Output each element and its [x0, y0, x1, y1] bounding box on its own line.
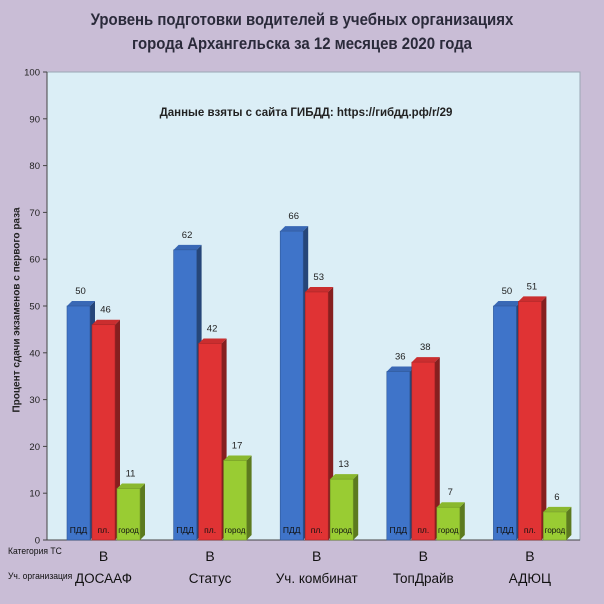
- x-tick-label: АДЮЦ: [509, 571, 551, 586]
- y-tick-label: 0: [35, 536, 40, 547]
- bar-top: [543, 506, 572, 512]
- data-label: 11: [126, 469, 136, 480]
- bar-top: [173, 244, 202, 250]
- vehicle-category-label: В: [205, 548, 214, 564]
- chart-title: Уровень подготовки водителей в учебных о…: [36, 8, 568, 56]
- y-tick-label: 40: [29, 348, 40, 359]
- x-tick-label: Статус: [189, 571, 232, 586]
- x-tick-label: ДОСААФ: [75, 571, 132, 586]
- bar: [329, 478, 354, 541]
- bar-series-label: ПДД: [176, 525, 194, 535]
- bar-top: [386, 366, 415, 372]
- data-label: 38: [420, 342, 431, 353]
- y-tick-label: 30: [29, 395, 40, 406]
- bar-series-label: город: [225, 526, 246, 535]
- bar-side: [246, 455, 252, 540]
- bar-top: [493, 301, 522, 306]
- bar: [436, 506, 461, 541]
- bar: [493, 305, 517, 541]
- bar-top: [305, 286, 334, 292]
- y-tick-label: 80: [29, 161, 40, 172]
- y-tick-label: 20: [29, 442, 40, 453]
- bar-side: [541, 296, 547, 540]
- y-tick-label: 70: [29, 208, 40, 219]
- bar-side: [566, 506, 572, 540]
- bar-series-label: ПДД: [496, 525, 514, 535]
- data-label: 42: [207, 323, 218, 334]
- data-label: 50: [75, 286, 86, 297]
- y-axis-title: Процент сдачи экзаменов с первого раза: [11, 207, 23, 413]
- x-tick-label: ТопДрайв: [393, 571, 454, 586]
- bar-series-label: ПДД: [389, 525, 407, 535]
- bar-side: [328, 286, 334, 540]
- title-line-2: города Архангельска за 12 месяцев 2020 г…: [131, 34, 473, 53]
- bar: [279, 230, 304, 541]
- bar: [116, 488, 141, 541]
- bar-side: [115, 319, 120, 540]
- bar: [411, 361, 436, 541]
- y-tick-label: 100: [24, 68, 40, 79]
- category-row-label: Категория ТС: [8, 546, 62, 557]
- bar-series-label: пл.: [204, 525, 216, 535]
- bar-series-label: город: [438, 526, 459, 535]
- bar: [386, 371, 411, 541]
- data-label: 7: [448, 487, 453, 498]
- bar-series-label: город: [545, 526, 566, 535]
- data-label: 6: [554, 492, 559, 503]
- bar: [223, 460, 247, 541]
- data-label: 13: [338, 459, 349, 470]
- data-label: 66: [288, 211, 299, 222]
- bar-series-label: ПДД: [283, 525, 301, 535]
- bar-series-label: пл.: [417, 525, 429, 535]
- data-label: 53: [313, 272, 324, 283]
- bar-top: [280, 226, 309, 232]
- y-tick-label: 60: [29, 255, 40, 266]
- bar: [304, 291, 329, 541]
- bar-series-label: город: [118, 526, 139, 535]
- vehicle-category-label: В: [312, 548, 321, 564]
- y-tick-label: 10: [29, 489, 40, 500]
- bar-side: [434, 357, 440, 540]
- bar-top: [518, 296, 547, 302]
- data-label: 46: [100, 305, 111, 316]
- bar-top: [92, 319, 120, 325]
- title-line-1: Уровень подготовки водителей в учебных о…: [90, 10, 514, 29]
- bar-series-label: пл.: [311, 525, 323, 535]
- y-tick-label: 90: [29, 114, 40, 125]
- bar-top: [330, 474, 359, 480]
- vehicle-category-label: В: [419, 548, 428, 564]
- bar-top: [198, 338, 227, 344]
- bar-side: [140, 483, 145, 540]
- data-label: 36: [395, 352, 406, 363]
- bar: [543, 511, 567, 541]
- x-tick-label: Уч. комбинат: [276, 571, 358, 586]
- bar-series-label: пл.: [524, 525, 536, 535]
- bar-series-label: пл.: [98, 525, 110, 535]
- bar-series-label: город: [331, 526, 352, 535]
- bar: [66, 305, 91, 541]
- bar-side: [353, 474, 359, 540]
- y-tick-label: 50: [29, 302, 40, 313]
- bar: [91, 324, 116, 541]
- bar: [198, 343, 222, 541]
- bar: [518, 301, 542, 541]
- vehicle-category-label: В: [99, 548, 108, 564]
- source-annotation: Данные взяты с сайта ГИБДД: https://гибд…: [160, 107, 453, 119]
- data-label: 51: [527, 281, 538, 292]
- vehicle-category-label: В: [525, 548, 534, 564]
- bar-top: [117, 483, 145, 489]
- bar-top: [436, 502, 465, 508]
- data-label: 62: [182, 230, 193, 241]
- data-label: 17: [232, 440, 243, 451]
- bar-series-label: ПДД: [70, 525, 88, 535]
- data-label: 50: [502, 286, 513, 297]
- bar-top: [411, 357, 440, 363]
- bar: [173, 249, 197, 541]
- bar-side: [459, 502, 465, 540]
- bar-top: [223, 455, 252, 461]
- bar-top: [67, 301, 95, 306]
- org-row-label: Уч. организация: [8, 571, 73, 582]
